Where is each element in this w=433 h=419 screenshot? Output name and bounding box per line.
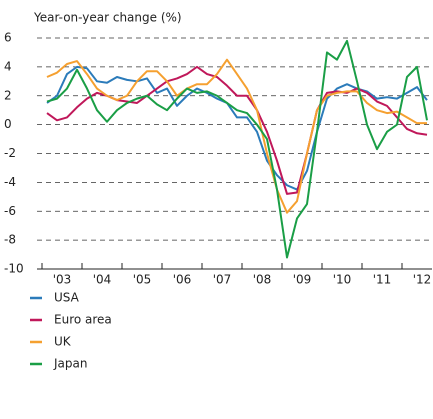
x-tick-label: '04	[93, 273, 112, 287]
y-tick-label: -10	[4, 262, 24, 276]
x-tick-label: '12	[413, 273, 432, 287]
legend-label: USA	[54, 291, 80, 305]
y-axis-label: Year-on-year change (%)	[33, 11, 182, 25]
y-tick-label: 4	[4, 59, 12, 73]
y-tick-label: -8	[4, 233, 16, 247]
y-tick-label: -4	[4, 175, 16, 189]
x-tick-label: '06	[173, 273, 192, 287]
y-tick-label: -2	[4, 146, 16, 160]
y-tick-label: 2	[4, 88, 12, 102]
legend-label: Japan	[53, 357, 87, 371]
x-tick-label: '10	[333, 273, 352, 287]
x-tick-label: '03	[53, 273, 72, 287]
x-tick-label: '07	[213, 273, 232, 287]
x-tick-label: '09	[293, 273, 312, 287]
y-tick-label: 0	[4, 117, 12, 131]
line-series	[46, 58, 427, 214]
line-series	[46, 65, 428, 191]
x-tick-label: '11	[373, 273, 392, 287]
line-series	[46, 39, 428, 259]
legend-label: Euro area	[54, 313, 112, 327]
x-tick-label: '05	[133, 273, 152, 287]
legend-label: UK	[54, 335, 72, 349]
y-tick-label: 6	[4, 31, 12, 45]
x-tick-label: '08	[253, 273, 272, 287]
y-tick-label: -6	[4, 204, 16, 218]
